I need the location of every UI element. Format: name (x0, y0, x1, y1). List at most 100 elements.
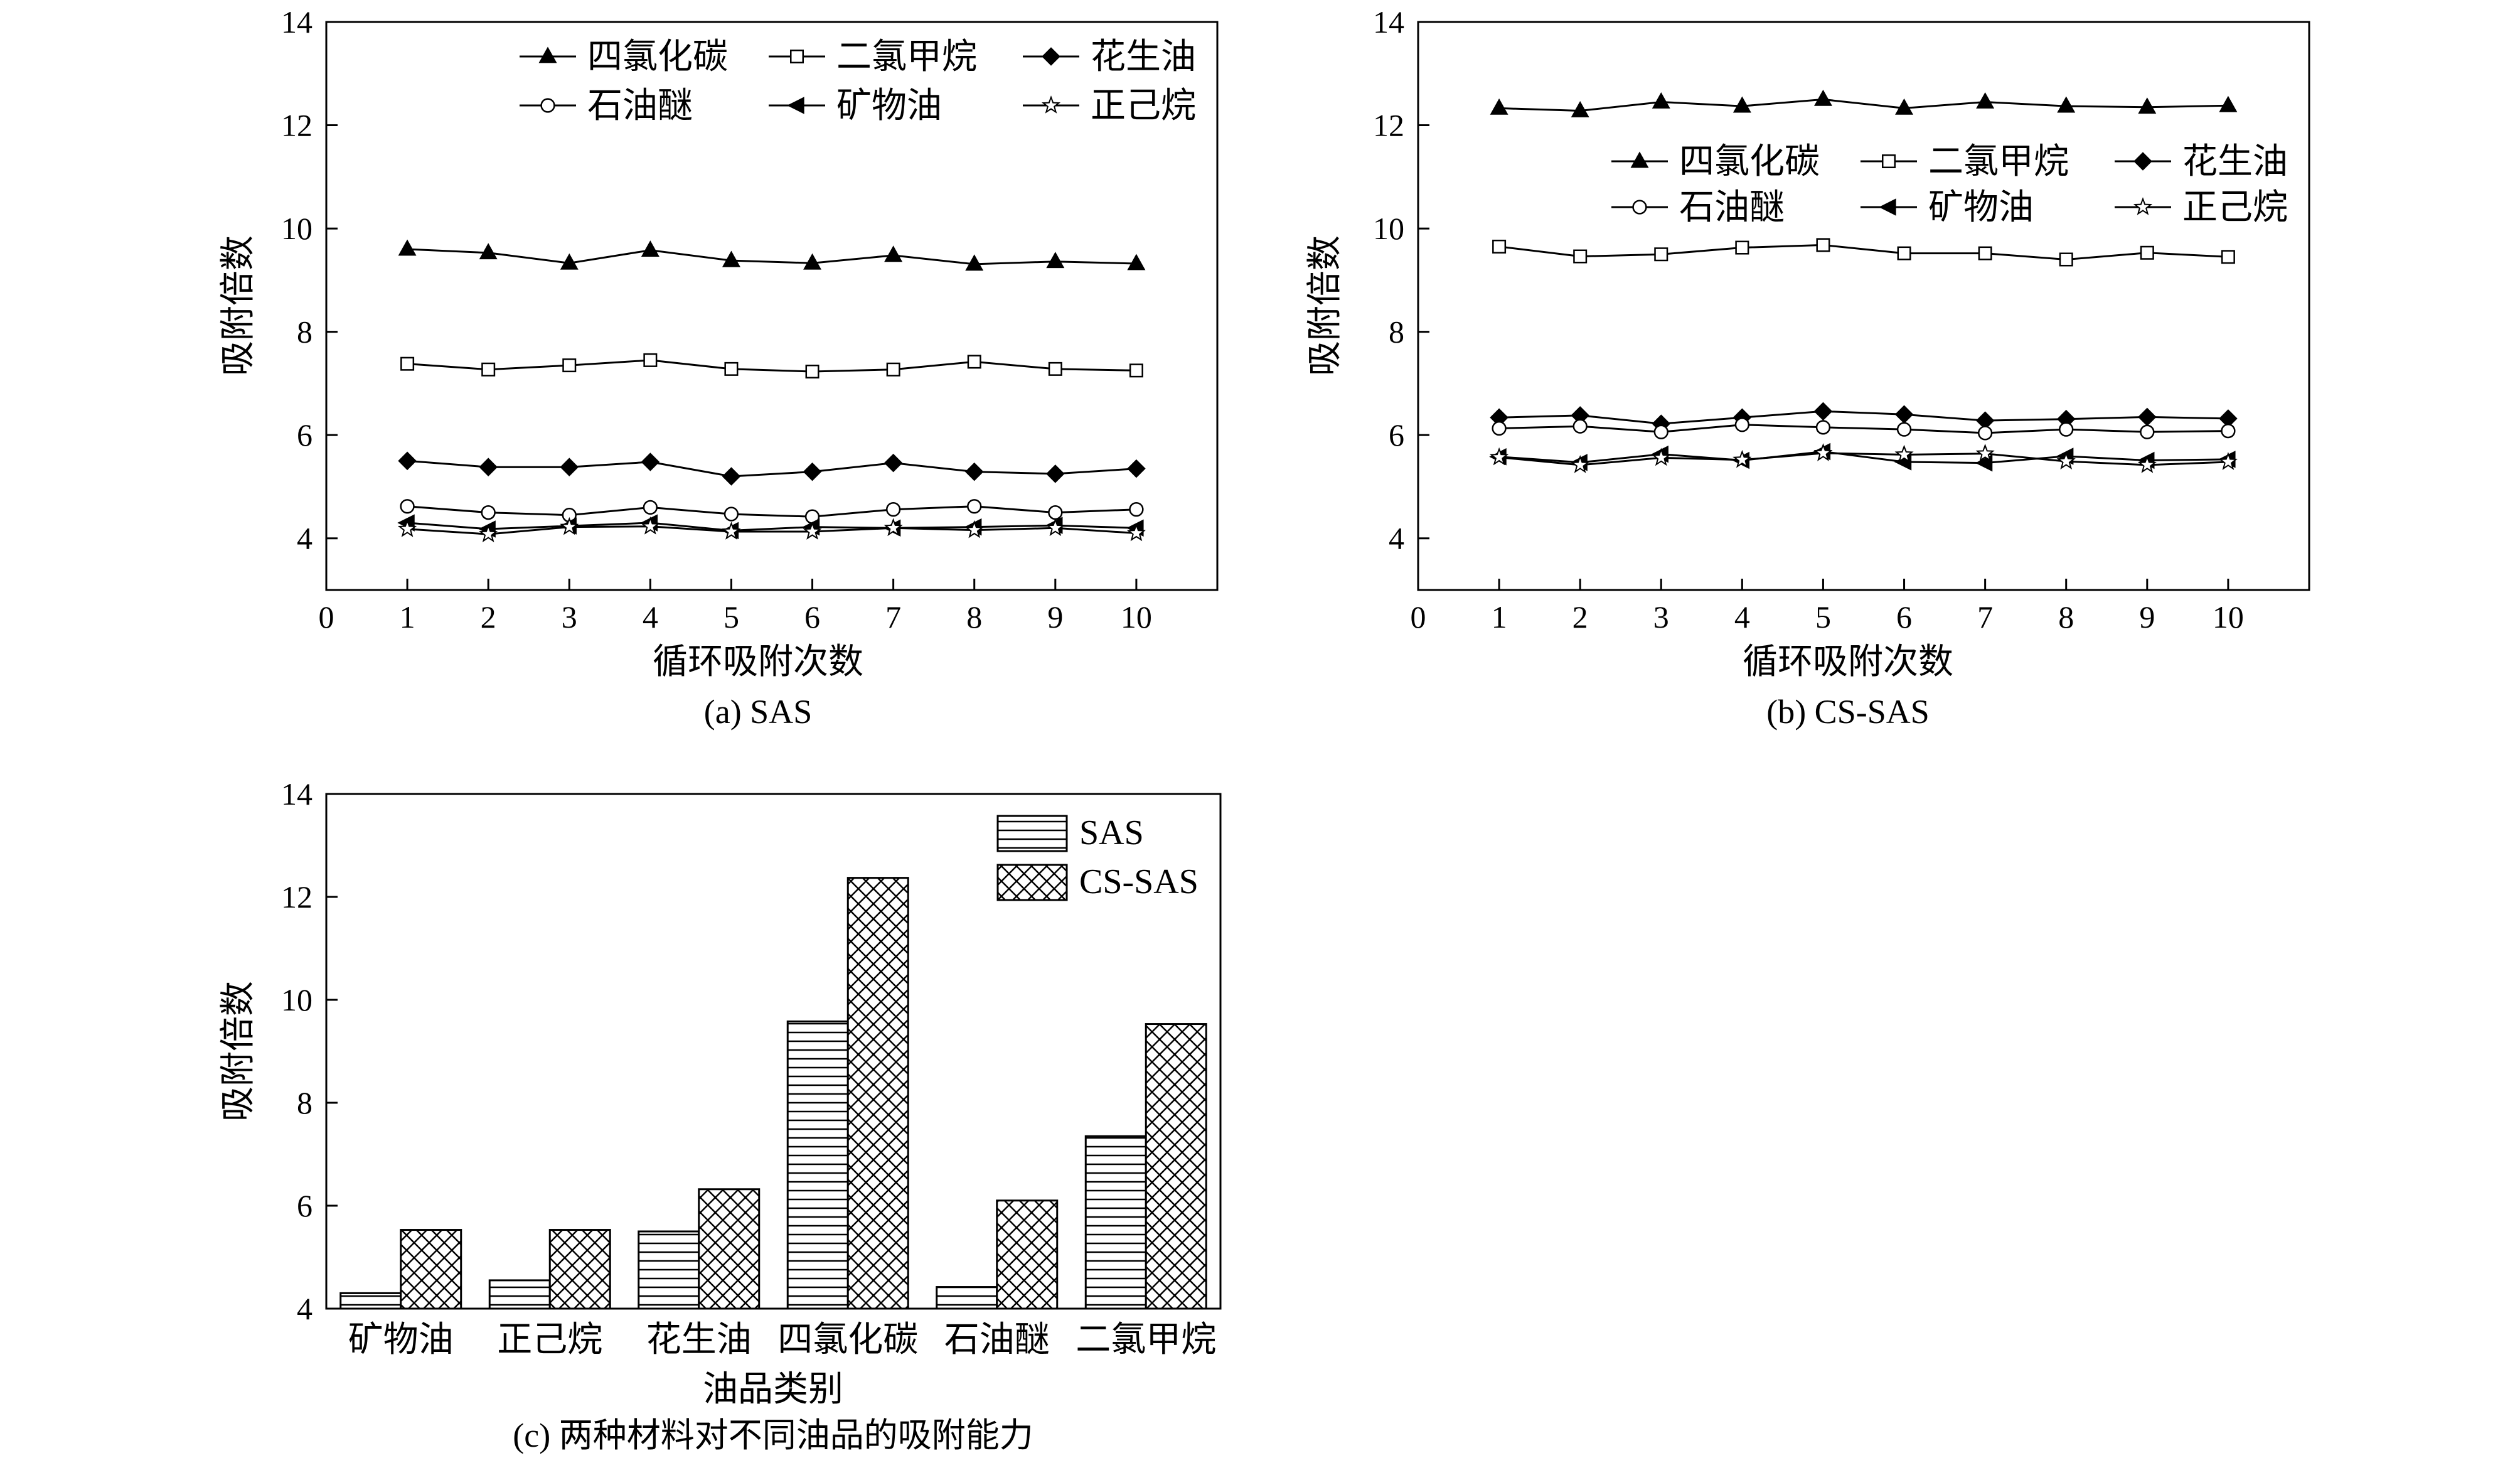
legend-label: 矿物油 (1928, 188, 2034, 227)
series-1-point (1492, 239, 1507, 254)
bar-series-0 (1084, 1135, 1147, 1310)
y-axis-title: 吸附倍数 (1306, 235, 1345, 376)
series-1-point (724, 362, 739, 376)
series-5-line (1498, 452, 2228, 466)
y-tick-label: 8 (297, 1085, 312, 1120)
series-5-point (1045, 518, 1065, 537)
x-tick-label: 0 (1411, 599, 1426, 635)
series-5-point (1894, 444, 1914, 463)
series-0-group (398, 239, 1146, 271)
series-3-line (1499, 424, 2228, 434)
series-5-group (397, 516, 1146, 543)
panel-b-line-chart: 4681012140 1 2 3 4 5 6 7 8 9 10 四氯化碳 二氯甲烷 花生油石油醚 矿物油正… (1306, 4, 2310, 731)
y-tick-label: 10 (281, 982, 312, 1017)
series-3-point (1572, 419, 1588, 434)
series-1-point (1897, 246, 1911, 260)
series-0-point (1813, 89, 1832, 106)
series-1-point (1735, 240, 1749, 255)
series-0-point (641, 240, 659, 257)
series-0-point (398, 239, 417, 256)
x-category-label: 四氯化碳 (777, 1321, 918, 1359)
series-1-group (1492, 238, 2235, 267)
series-1-point (1978, 246, 1992, 260)
x-tick-label: 9 (1047, 599, 1063, 635)
series-1-point (481, 362, 496, 377)
series-2-point (479, 458, 498, 476)
legend-label: 二氯甲烷 (836, 38, 977, 77)
series-2-line (407, 459, 1136, 478)
x-axis-title: 循环吸附次数 (653, 643, 863, 682)
series-2-point (641, 453, 660, 471)
bar-series-0 (638, 1230, 700, 1310)
series-3-point (1896, 422, 1912, 437)
bar-series-1 (548, 1229, 611, 1310)
legend-swatch (996, 864, 1068, 901)
y-tick-label: 4 (1389, 521, 1404, 556)
x-tick-label: 10 (1121, 599, 1152, 635)
x-tick-label: 5 (723, 599, 739, 635)
x-tick-label: 10 (2213, 599, 2244, 635)
x-axis-title: 循环吸附次数 (1743, 643, 1953, 682)
series-3-point (1653, 424, 1668, 439)
series-1-point (1048, 362, 1062, 376)
series-2-point (884, 453, 903, 473)
series-3-point (1048, 505, 1063, 520)
legend-marker (538, 46, 557, 63)
legend-marker (1042, 47, 1060, 66)
legend-marker (540, 98, 555, 113)
legend-label: 矿物油 (836, 87, 942, 126)
series-5-point (560, 517, 579, 535)
series-1-point (1654, 247, 1668, 262)
series-1-point (562, 358, 577, 373)
series-4-line (407, 522, 1136, 532)
x-tick-label: 8 (966, 599, 982, 635)
bar-series-1 (400, 1229, 462, 1310)
legend-entry: 花生油 (1023, 38, 1196, 77)
series-1-point (1816, 238, 1830, 252)
legend-entry: 四氯化碳 (1611, 142, 1820, 181)
series-4-group (1489, 442, 2236, 472)
legend-marker (2133, 197, 2153, 215)
series-0-point (2138, 97, 2157, 114)
x-tick-label: 7 (885, 599, 901, 635)
legend-label: SAS (1079, 813, 1144, 852)
series-0-line (407, 248, 1136, 265)
series-0-point (1652, 92, 1670, 109)
data-marks (397, 239, 1146, 543)
series-5-point (2056, 451, 2076, 470)
legend: SAS CS-SAS (996, 813, 1199, 901)
x-category-label: 二氯甲烷 (1076, 1321, 1216, 1359)
x-tick-label: 1 (400, 599, 415, 635)
y-tick-label: 12 (1373, 108, 1404, 143)
series-3-point (967, 499, 982, 514)
y-tick-label: 8 (1389, 314, 1404, 350)
series-4-group (397, 514, 1144, 540)
series-0-point (884, 245, 903, 262)
x-tick-label: 1 (1492, 599, 1507, 635)
series-4-line (1498, 450, 2228, 464)
series-1-point (2221, 250, 2235, 264)
bar-series-0 (339, 1292, 402, 1310)
series-2-line (1499, 410, 2228, 425)
series-2-point (803, 462, 822, 481)
series-5-point (1489, 447, 1509, 466)
series-3-point (400, 499, 415, 514)
series-0-point (1571, 100, 1589, 117)
series-2-point (398, 451, 417, 471)
x-tick-label: 2 (1572, 599, 1588, 635)
legend-entry: 石油醚 (520, 87, 693, 126)
x-category-label: 花生油 (646, 1321, 752, 1359)
x-category-label: 矿物油 (348, 1321, 454, 1359)
series-1-point (886, 362, 900, 377)
x-tick-label: 3 (562, 599, 577, 635)
series-3-point (643, 500, 658, 515)
series-0-point (1976, 92, 1995, 109)
x-tick-label: 4 (1734, 599, 1750, 635)
series-3-point (1815, 420, 1831, 435)
y-tick-label: 4 (297, 1291, 312, 1326)
